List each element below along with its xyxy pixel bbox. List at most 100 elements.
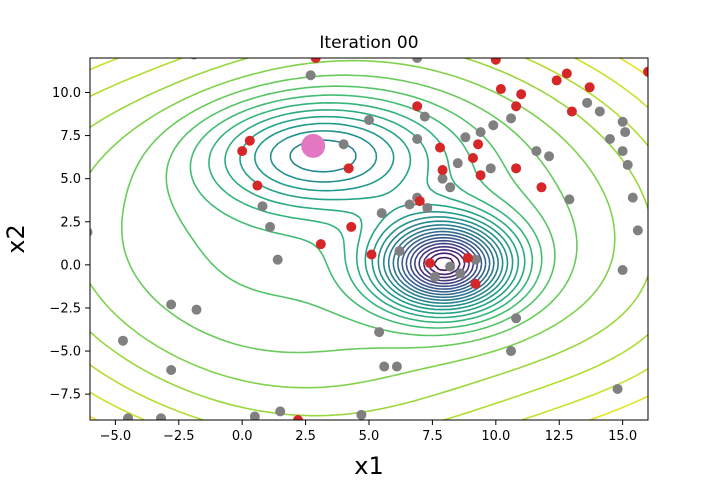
- gray-point: [594, 106, 605, 117]
- gray-point: [364, 115, 374, 126]
- y-tick-label: 0.0: [60, 258, 81, 273]
- contour-line: [254, 122, 514, 311]
- y-tick-label: −2.5: [49, 301, 81, 316]
- x-tick-label: 2.5: [295, 429, 316, 444]
- gray-point: [404, 199, 415, 210]
- gray-point: [156, 413, 167, 420]
- red-point: [511, 101, 522, 112]
- gray-point: [506, 346, 517, 357]
- red-point: [244, 135, 255, 146]
- red-point: [366, 249, 377, 260]
- gray-point: [305, 70, 316, 81]
- gray-point: [419, 111, 430, 122]
- gray-point: [249, 411, 260, 420]
- contour-line: [387, 224, 499, 301]
- gray-point: [265, 221, 276, 232]
- gray-point: [338, 139, 349, 150]
- red-point: [566, 106, 577, 117]
- gray-point: [455, 268, 466, 279]
- x-tick-label: 5.0: [359, 429, 380, 444]
- y-axis-label: x2: [2, 224, 30, 253]
- gray-point: [166, 365, 177, 376]
- gray-point: [470, 254, 481, 265]
- gray-point: [379, 361, 390, 372]
- gray-point: [376, 208, 387, 219]
- gray-point: [475, 127, 486, 138]
- gray-point: [391, 361, 402, 372]
- x-tick-label: −2.5: [163, 429, 195, 444]
- y-axis-ticks: −7.5 −5.0 −2.5 0.0 2.5 5.0 7.5 10.0: [49, 86, 90, 403]
- contour-lines: [90, 58, 648, 420]
- red-point: [475, 170, 486, 181]
- gray-point: [632, 225, 643, 236]
- gray-point: [460, 132, 471, 143]
- gray-point: [394, 246, 405, 257]
- gray-point: [445, 261, 456, 272]
- gray-point: [506, 113, 517, 124]
- contour-line: [392, 227, 495, 299]
- gray-point: [257, 201, 268, 212]
- red-point: [490, 58, 501, 65]
- gray-point: [422, 202, 433, 213]
- gray-point: [356, 409, 367, 420]
- red-point: [462, 252, 473, 263]
- red-point: [310, 58, 321, 63]
- red-point: [536, 182, 547, 193]
- x-tick-label: 10.0: [481, 429, 510, 444]
- red-point: [495, 84, 506, 95]
- contour-line: [121, 74, 578, 354]
- y-tick-label: −7.5: [49, 388, 81, 403]
- gray-point: [123, 413, 134, 420]
- x-tick-label: −5.0: [100, 429, 132, 444]
- gray-point: [191, 304, 202, 315]
- gray-point: [445, 182, 456, 193]
- red-point: [437, 165, 448, 176]
- y-tick-label: 7.5: [60, 129, 81, 144]
- red-point: [584, 82, 595, 93]
- chart-title: Iteration 00: [319, 33, 418, 53]
- red-point: [467, 152, 478, 163]
- contour-line: [269, 130, 509, 308]
- red-point: [643, 66, 648, 77]
- red-point: [511, 163, 522, 174]
- gray-point: [612, 383, 623, 394]
- gray-point: [531, 146, 542, 157]
- gray-point: [485, 163, 496, 174]
- contour-line: [208, 102, 534, 324]
- gray-point: [272, 254, 283, 265]
- gray-point: [617, 116, 628, 127]
- gray-point: [564, 194, 575, 205]
- gray-point: [617, 146, 628, 157]
- x-axis-label: x1: [354, 452, 383, 480]
- x-axis-ticks: −5.0 −2.5 0.0 2.5 5.0 7.5 10.0 12.5 15.0: [100, 420, 637, 444]
- gray-point: [544, 151, 555, 162]
- y-tick-label: 5.0: [60, 172, 81, 187]
- contour-line: [90, 58, 648, 420]
- x-tick-label: 15.0: [608, 429, 637, 444]
- contour-line: [90, 58, 648, 420]
- gray-point: [582, 97, 593, 108]
- red-point: [470, 278, 481, 289]
- red-point: [473, 139, 484, 150]
- gray-point: [117, 335, 128, 346]
- best-point: [301, 133, 326, 158]
- red-point: [435, 142, 446, 153]
- gray-point: [275, 406, 286, 417]
- gray-point: [429, 271, 440, 282]
- gray-point: [412, 134, 423, 145]
- x-tick-label: 0.0: [232, 429, 253, 444]
- red-point: [315, 239, 326, 250]
- data-points: [90, 58, 648, 420]
- gray-point: [604, 134, 615, 145]
- red-point: [346, 221, 357, 232]
- x-tick-label: 7.5: [422, 429, 443, 444]
- gray-point: [511, 313, 522, 324]
- red-point: [252, 180, 263, 191]
- red-point: [412, 101, 423, 112]
- contour-line: [239, 115, 520, 315]
- y-tick-label: 10.0: [52, 86, 81, 101]
- gray-point: [437, 173, 448, 184]
- contour-line: [224, 109, 526, 319]
- gray-point: [622, 159, 633, 170]
